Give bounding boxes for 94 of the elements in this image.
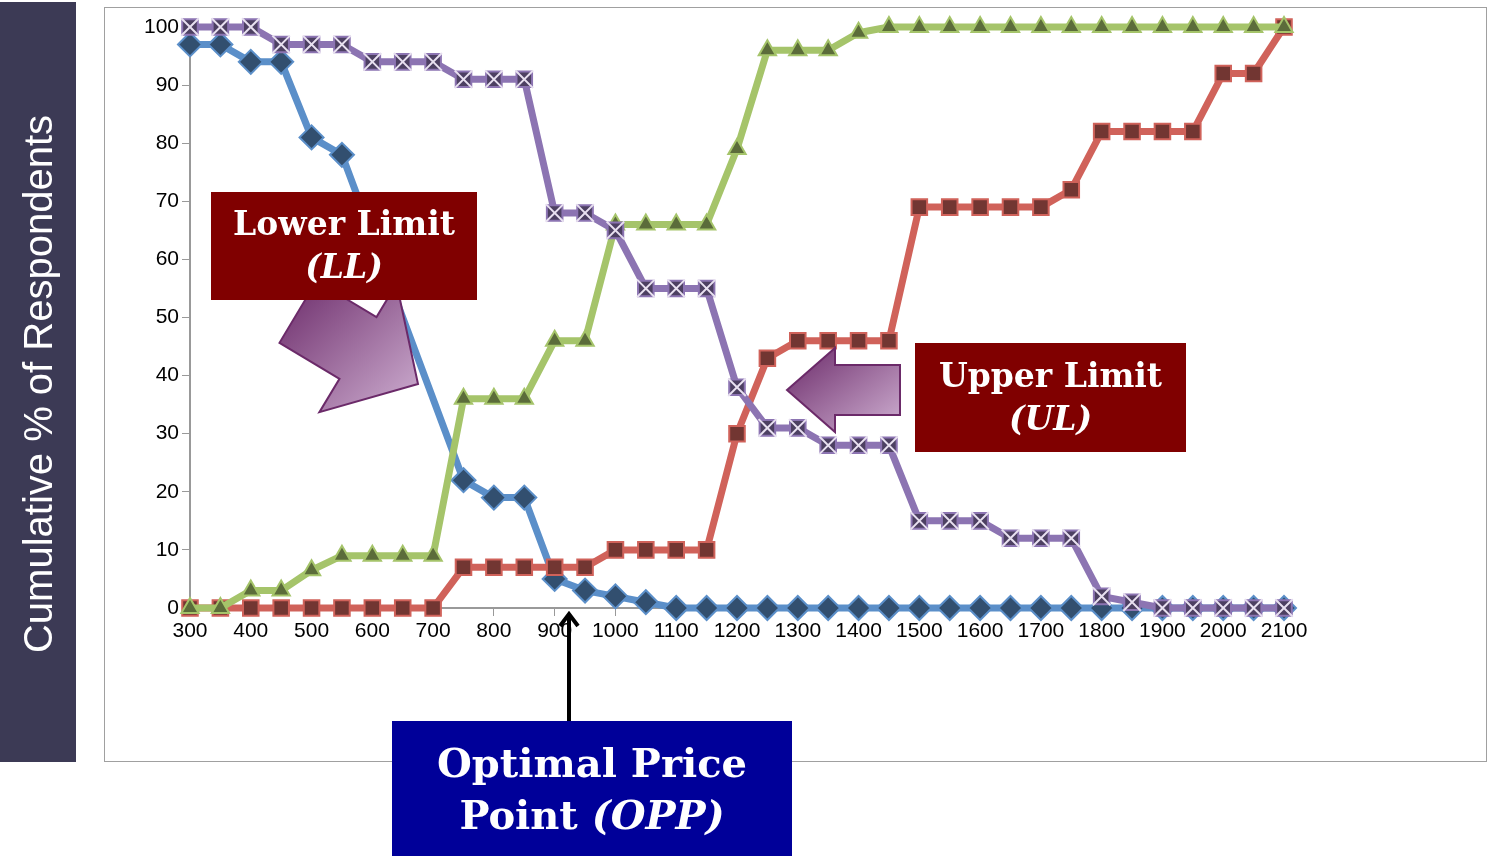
point	[663, 595, 690, 621]
x-tick-label: 1700	[1017, 618, 1065, 642]
x-tick-label: 1800	[1078, 618, 1126, 642]
point	[997, 595, 1024, 621]
x-tick-label: 2100	[1260, 618, 1308, 642]
point	[1062, 180, 1081, 199]
point	[845, 595, 872, 621]
point	[424, 599, 442, 617]
y-tick-label: 30	[155, 420, 179, 444]
y-tick-label: 20	[155, 478, 179, 502]
point	[454, 558, 473, 577]
point	[819, 331, 837, 350]
y-tick-label: 10	[155, 536, 179, 560]
point	[242, 599, 260, 617]
point	[515, 558, 534, 577]
point	[298, 124, 325, 151]
point	[728, 424, 746, 443]
point	[788, 39, 808, 57]
y-tick-label: 80	[155, 130, 179, 153]
point	[880, 331, 898, 350]
point	[789, 331, 807, 350]
point	[1058, 595, 1085, 621]
point	[576, 558, 594, 577]
point	[632, 589, 659, 616]
y-tick-label: 0	[167, 594, 179, 618]
annotation: Lower Limit (LL)	[232, 203, 456, 286]
x-tick-label: 1300	[774, 618, 822, 642]
point	[967, 595, 994, 621]
x-tick-label: 600	[354, 618, 390, 642]
point	[302, 599, 321, 617]
text: Optimal Price Point (OPP)	[436, 737, 748, 840]
x-tick-label: 1500	[895, 618, 943, 642]
point	[849, 331, 868, 350]
x-tick-label: 1600	[956, 618, 1004, 642]
point	[333, 599, 351, 617]
point	[815, 595, 842, 621]
point	[1092, 122, 1111, 141]
x-tick-label: 300	[172, 618, 208, 642]
x-tick-label: 700	[415, 618, 451, 642]
point	[328, 141, 355, 168]
point	[1184, 122, 1202, 141]
y-axis-title: Cumulative % of Respondents	[15, 114, 61, 654]
x-tick-label: 1100	[653, 618, 699, 642]
point	[485, 558, 503, 577]
y-tick-label: 50	[155, 304, 179, 328]
x-tick-label: 800	[476, 618, 512, 642]
y-tick-label: 90	[155, 71, 179, 95]
x-tick-label: 500	[294, 618, 330, 642]
point	[480, 484, 507, 511]
point	[545, 558, 564, 577]
y-tick-label: 60	[155, 246, 179, 270]
point	[606, 541, 625, 559]
point	[727, 138, 747, 156]
point	[602, 583, 629, 610]
point	[450, 467, 477, 494]
point	[757, 39, 778, 57]
point	[724, 595, 750, 621]
x-tick-label: 400	[233, 618, 269, 642]
x-tick-label: 1200	[713, 618, 761, 642]
x-tick-label: 1400	[835, 618, 882, 642]
point	[511, 484, 538, 511]
point	[237, 48, 264, 75]
point	[393, 599, 412, 617]
point	[910, 198, 929, 216]
point	[572, 577, 599, 604]
point	[1027, 595, 1054, 621]
point	[1214, 64, 1232, 83]
point	[697, 541, 716, 559]
point	[754, 595, 781, 621]
point	[272, 599, 290, 617]
point	[971, 198, 989, 216]
point	[1001, 198, 1020, 216]
point	[1244, 64, 1263, 83]
y-tick-label: 70	[155, 188, 179, 212]
point	[875, 595, 902, 621]
point	[363, 599, 382, 617]
x-tick-label: 2000	[1199, 618, 1247, 642]
point	[1123, 122, 1141, 141]
point	[637, 541, 655, 559]
point	[940, 198, 959, 216]
point	[1032, 198, 1050, 216]
annotation: Upper Limit (UL)	[937, 354, 1164, 438]
point	[758, 349, 777, 367]
y-tick-label: 40	[155, 362, 179, 386]
point	[667, 541, 685, 559]
x-tick-label: 1900	[1139, 618, 1186, 642]
point	[936, 595, 963, 621]
x-tick-label: 1000	[592, 618, 639, 642]
point	[1153, 122, 1172, 141]
point	[784, 595, 811, 621]
point	[906, 595, 933, 621]
y-tick-label: 100	[143, 13, 179, 37]
point	[693, 595, 720, 621]
point	[818, 39, 838, 57]
